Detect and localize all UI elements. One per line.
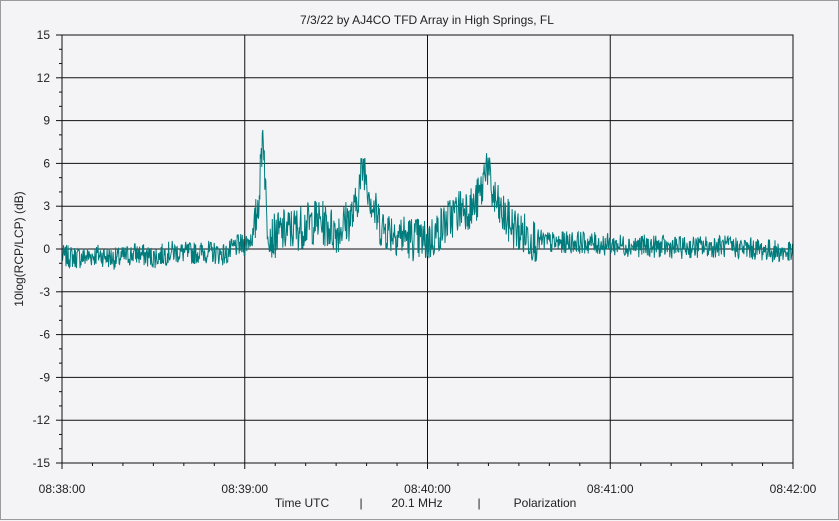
x-tick-label: 08:38:00 — [39, 482, 86, 496]
footer-separator-1: | — [359, 496, 362, 510]
footer-bar: Time UTC | 20.1 MHz | Polarization — [275, 496, 576, 510]
mode-label: Polarization — [514, 496, 577, 510]
y-tick-label: -15 — [33, 456, 51, 470]
plot-border — [61, 34, 794, 464]
y-tick-label: 12 — [37, 71, 51, 85]
y-tick-label: 0 — [43, 242, 50, 256]
x-axis-label: Time UTC — [275, 496, 330, 510]
y-tick-label: 15 — [37, 28, 51, 42]
y-tick-label: -6 — [39, 328, 50, 342]
y-tick-label: 6 — [43, 156, 50, 170]
series-line — [61, 129, 794, 270]
y-tick-label: 3 — [43, 199, 50, 213]
y-tick-label: -9 — [39, 370, 50, 384]
frequency-label: 20.1 MHz — [391, 496, 442, 510]
y-tick-label: -3 — [39, 285, 50, 299]
y-tick-label: -12 — [33, 413, 51, 427]
x-tick-label: 08:41:00 — [587, 482, 634, 496]
y-tick-label: 9 — [43, 114, 50, 128]
series-layer — [61, 129, 794, 270]
chart-title: 7/3/22 by AJ4CO TFD Array in High Spring… — [300, 13, 554, 27]
x-tick-label: 08:40:00 — [404, 482, 451, 496]
x-tick-label: 08:39:00 — [221, 482, 268, 496]
y-tick-labels: 15 12 9 6 3 0 -3 -6 -9 -12 -15 — [33, 28, 51, 470]
x-tick-labels: 08:38:00 08:39:00 08:40:00 08:41:00 08:42:00 — [39, 482, 817, 496]
y-axis-label: 10log(RCP/LCP) (dB) — [12, 191, 26, 306]
x-tick-label: 08:42:00 — [770, 482, 817, 496]
footer-separator-2: | — [477, 496, 480, 510]
